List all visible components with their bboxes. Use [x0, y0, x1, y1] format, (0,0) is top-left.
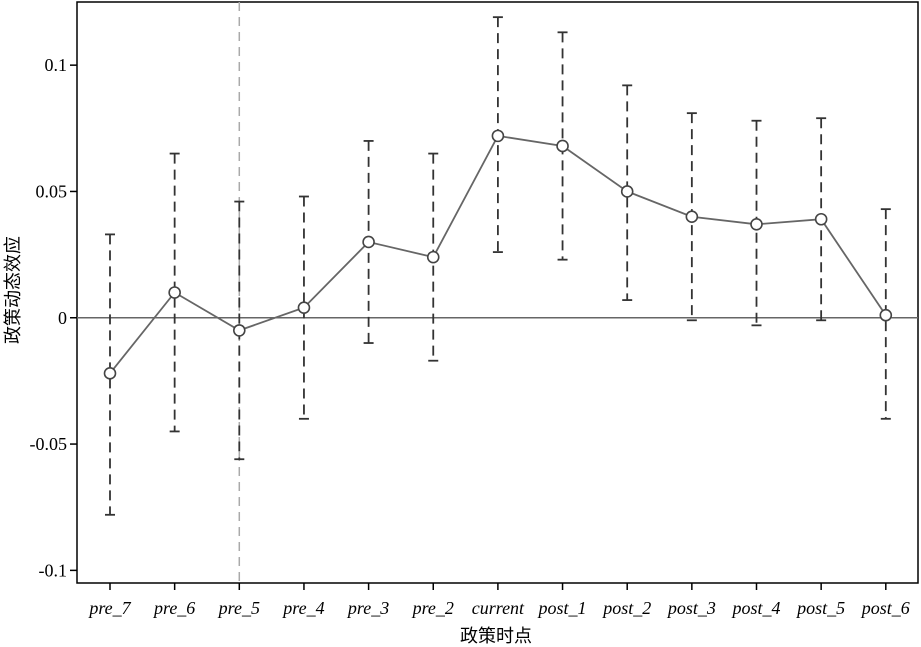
x-tick-label: post_2 — [601, 598, 651, 618]
y-tick-label: 0.05 — [36, 181, 68, 201]
y-tick-label: -0.05 — [30, 434, 68, 454]
y-axis-title: 政策动态效应 — [3, 236, 24, 344]
x-tick-label: pre_6 — [152, 598, 195, 618]
x-tick-label: current — [472, 598, 525, 618]
data-point — [879, 308, 893, 322]
x-tick-label: post_4 — [730, 598, 780, 618]
x-tick-label: pre_3 — [346, 598, 389, 618]
y-tick-label: 0 — [58, 308, 67, 328]
y-tick-label: 0.1 — [45, 55, 68, 75]
data-point — [750, 217, 763, 231]
y-tick-label: -0.1 — [39, 560, 68, 580]
data-point — [620, 185, 634, 198]
x-tick-label: post_3 — [666, 598, 716, 618]
x-tick-label: pre_4 — [281, 598, 324, 618]
data-point — [685, 210, 699, 224]
data-point — [168, 286, 181, 299]
x-tick-label: post_5 — [795, 598, 845, 618]
data-point — [297, 301, 311, 314]
x-tick-label: pre_2 — [411, 598, 454, 618]
x-tick-label: post_1 — [537, 598, 587, 618]
data-point — [362, 235, 375, 249]
data-point — [491, 129, 505, 143]
x-tick-label: pre_7 — [87, 598, 131, 618]
data-point — [103, 367, 117, 380]
data-point — [426, 250, 440, 264]
data-point — [233, 324, 246, 337]
x-tick-label: post_6 — [860, 598, 910, 618]
data-point — [556, 139, 569, 153]
series-line — [109, 134, 887, 374]
x-axis-title: 政策时点 — [460, 626, 532, 647]
data-point — [814, 212, 828, 226]
x-tick-label: pre_5 — [217, 598, 260, 618]
